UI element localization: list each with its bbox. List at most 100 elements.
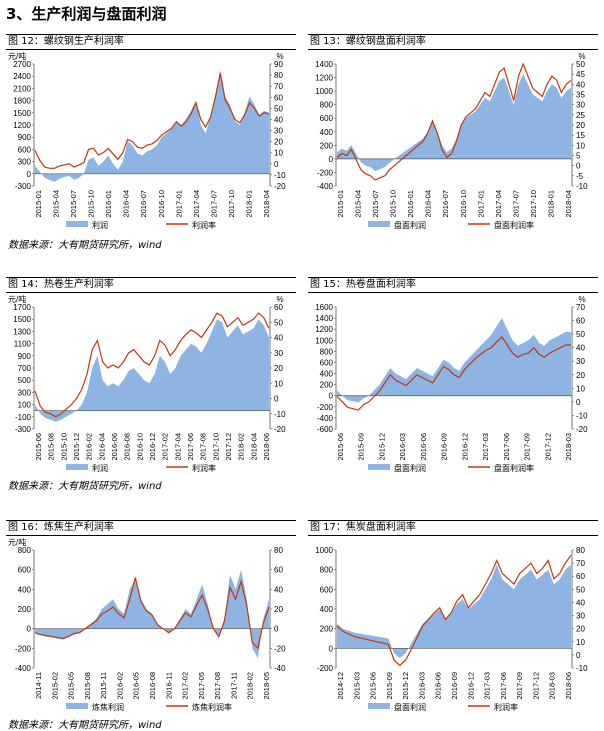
x-tick-label: 2014-11 (34, 672, 43, 699)
x-tick-label: 2015-06 (34, 433, 43, 461)
line-series-盘面利润率 (336, 62, 572, 181)
x-tick-label: 2017-06 (186, 433, 195, 461)
x-tick-label: 2017-02 (161, 433, 170, 461)
tick-label-right: 10 (576, 384, 585, 393)
x-tick-label: 2015-04 (354, 190, 363, 218)
x-tick-label: 2014-12 (336, 672, 345, 700)
line-series-盘面利润率 (336, 335, 571, 411)
left-unit-label: 元/吨 (8, 51, 26, 61)
legend-swatch-area (368, 464, 390, 470)
x-tick-label: 2017-06 (499, 672, 508, 700)
x-tick-label: 2015-10 (389, 190, 398, 218)
tick-label-left: -200 (317, 403, 334, 412)
legend-label: 炼焦利润 (92, 702, 124, 712)
x-tick-label: 2017-08 (199, 433, 208, 461)
x-tick-label: 2015-10 (59, 433, 68, 461)
legend-swatch-area (368, 703, 390, 709)
tick-label-left: 100 (18, 401, 32, 410)
x-tick-label: 2017-06 (502, 433, 511, 461)
x-tick-label: 2015-02 (50, 672, 59, 700)
x-tick-label: 2018-06 (262, 433, 271, 461)
legend-label: 利润率 (494, 702, 518, 712)
x-tick-label: 2016-10 (459, 190, 468, 218)
tick-label-left: 2100 (13, 84, 31, 93)
tick-label-left: 1000 (315, 546, 333, 555)
tick-label-right: 80 (274, 71, 283, 80)
tick-label-left: 1000 (315, 336, 333, 345)
tick-label-right: 20 (576, 121, 585, 130)
x-tick-label: 2018-04 (564, 190, 573, 218)
x-tick-label: 2018-04 (249, 433, 258, 461)
chart-coking-production: 元/吨-400-2000200400600800-40-200204060802… (8, 537, 286, 712)
x-tick-label: 2016-10 (135, 433, 144, 461)
legend-swatch-area (66, 221, 88, 227)
tick-label-left: 1400 (315, 314, 333, 323)
x-tick-label: 2018-01 (546, 190, 555, 218)
tick-label-right: -20 (274, 182, 286, 191)
tick-label-left: 1700 (13, 303, 31, 312)
tick-label-right: 0 (576, 162, 581, 171)
chart-panel-coking-production: 图 16：炼焦生产利润率 元/吨 -400 -200 0 200 400 600 800 -40… (6, 520, 296, 716)
tick-label-left: 500 (18, 376, 32, 385)
tick-label-left: 400 (320, 370, 334, 379)
legend-label: 盘面利润 (394, 463, 426, 473)
tick-label-right: -10 (576, 182, 588, 191)
x-tick-label: 2017-10 (529, 190, 538, 218)
tick-label-right: 20 (274, 605, 283, 614)
x-tick-label: 2015-10 (87, 190, 96, 218)
tick-label-right: 40 (274, 115, 283, 124)
tick-label-right: 20 (274, 364, 283, 373)
x-tick-label: 2015-08 (47, 433, 56, 461)
tick-label-right: 20 (576, 625, 585, 634)
x-tick-label: 2017-04 (173, 433, 182, 461)
x-tick-label: 2016-10 (157, 190, 166, 218)
tick-label-right: 0 (274, 160, 279, 169)
tick-label-left: 800 (18, 546, 32, 555)
x-tick-label: 2018-03 (548, 672, 557, 700)
x-tick-label: 2017-11 (229, 672, 238, 699)
left-unit-label: 元/吨 (8, 294, 26, 304)
tick-label-right: 40 (274, 585, 283, 594)
x-tick-label: 2015-04 (52, 190, 61, 218)
x-tick-label: 2017-10 (211, 433, 220, 461)
x-tick-label: 2015-01 (34, 190, 43, 218)
x-tick-label: 2017-12 (543, 433, 552, 461)
line-series-利润率 (336, 554, 572, 667)
legend-swatch-area (368, 221, 390, 227)
tick-label-left: 200 (320, 381, 334, 390)
chart-coke-futures: -200 0 200 400 600 800 1000 -10 0 10 20 30 40 50 60 70 8… (315, 546, 588, 712)
area-series-利润 (35, 70, 269, 182)
tick-label-left: 1600 (315, 303, 333, 312)
x-tick-label: 2017-05 (197, 672, 206, 700)
tick-label-right: 50 (576, 585, 585, 594)
tick-label-right: 60 (576, 572, 585, 581)
chart-rebar-futures: %-400-2000200400600800100012001400-10-50… (315, 52, 588, 230)
tick-label-right: 10 (274, 379, 283, 388)
tick-label-right: -10 (576, 411, 588, 420)
tick-label-left: -200 (317, 168, 334, 177)
x-tick-label: 2017-04 (192, 190, 201, 218)
tick-label-left: 0 (329, 392, 334, 401)
tick-label-right: 20 (576, 371, 585, 380)
x-tick-label: 2018-04 (262, 190, 271, 218)
legend-label: 利润 (92, 220, 108, 230)
x-tick-label: 2017-09 (515, 672, 524, 700)
x-tick-label: 2016-02 (115, 672, 124, 700)
x-tick-label: 2017-12 (531, 672, 540, 700)
right-unit-label: % (276, 52, 283, 61)
x-tick-label: 2016-07 (139, 190, 148, 218)
area-series-盘面利润 (337, 74, 571, 172)
x-tick-label: 2015-11 (99, 672, 108, 699)
x-tick-label: 2015-06 (336, 433, 345, 461)
x-tick-label: 2017-03 (483, 672, 492, 700)
chart-title: 图 15：热卷盘面利润率 (308, 277, 598, 293)
tick-label-right: -40 (274, 664, 286, 673)
tick-label-right: 50 (274, 318, 283, 327)
tick-label-left: 900 (18, 133, 32, 142)
chart-title: 图 12：螺纹钢生产利润率 (6, 34, 296, 50)
tick-label-right: 45 (576, 70, 585, 79)
x-tick-label: 2015-07 (371, 190, 380, 218)
tick-label-right: 15 (576, 131, 585, 140)
legend-swatch-area (66, 464, 88, 470)
tick-label-left: 1300 (13, 327, 31, 336)
